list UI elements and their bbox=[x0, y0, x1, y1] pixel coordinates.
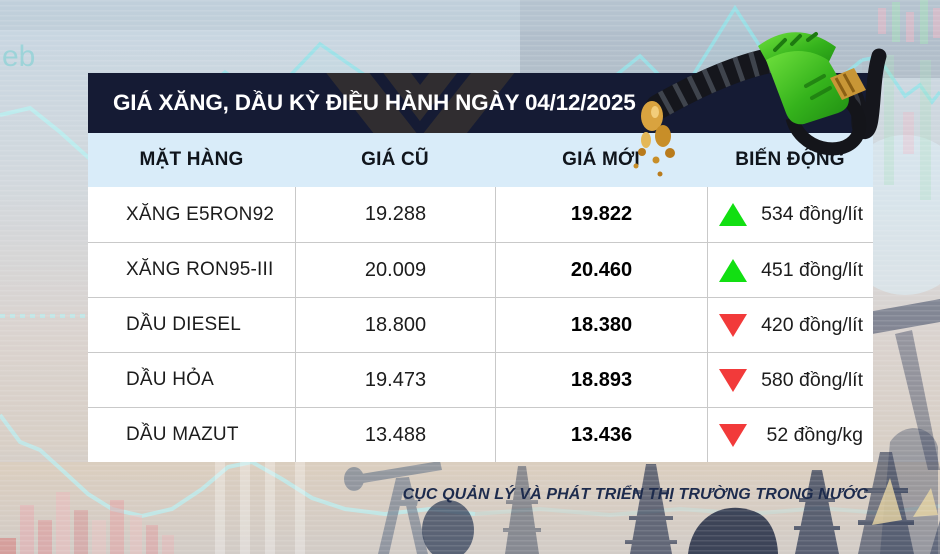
product-name: DẦU HỎA bbox=[126, 369, 214, 390]
header-gia-moi: GIÁ MỚI bbox=[562, 149, 640, 170]
old-price: 19.288 bbox=[295, 187, 495, 242]
v-logo-watermark bbox=[326, 73, 515, 133]
up-triangle-icon bbox=[719, 258, 747, 282]
oil-derrick-silhouettes bbox=[344, 299, 940, 554]
down-triangle-icon bbox=[719, 423, 747, 447]
product-name: DẦU DIESEL bbox=[126, 314, 241, 335]
product-name: XĂNG RON95-III bbox=[126, 259, 274, 280]
candlestick-bars-right bbox=[878, 0, 940, 200]
source-attribution: CỤC QUẢN LÝ VÀ PHÁT TRIỂN THỊ TRƯỜNG TRO… bbox=[402, 486, 868, 503]
down-triangle-icon bbox=[719, 368, 747, 392]
table-body: XĂNG E5RON92 19.288 19.822 534 đồng/lít … bbox=[88, 187, 873, 462]
up-triangle-icon bbox=[719, 203, 747, 226]
page-title: GIÁ XĂNG, DẦU KỲ ĐIỀU HÀNH NGÀY 04/12/20… bbox=[113, 90, 636, 115]
product-name: DẦU MAZUT bbox=[126, 424, 239, 445]
new-price: 18.380 bbox=[495, 298, 707, 352]
price-change: 534 đồng/lít bbox=[707, 187, 873, 242]
price-change: 451 đồng/lít bbox=[707, 243, 873, 297]
price-change: 580 đồng/lít bbox=[707, 353, 873, 407]
new-price: 13.436 bbox=[495, 408, 707, 462]
product-name: XĂNG E5RON92 bbox=[126, 203, 275, 225]
old-price: 19.473 bbox=[295, 353, 495, 407]
price-change: 420 đồng/lít bbox=[707, 298, 873, 352]
change-amount: 52 đồng/kg bbox=[766, 423, 863, 446]
change-amount: 580 đồng/lít bbox=[761, 368, 863, 391]
table-row: XĂNG RON95-III 20.009 20.460 451 đồng/lí… bbox=[88, 242, 873, 297]
price-table-panel: GIÁ XĂNG, DẦU KỲ ĐIỀU HÀNH NGÀY 04/12/20… bbox=[88, 73, 873, 462]
change-amount: 534 đồng/lít bbox=[761, 203, 863, 225]
table-row: DẦU DIESEL 18.800 18.380 420 đồng/lít bbox=[88, 297, 873, 352]
table-row: XĂNG E5RON92 19.288 19.822 534 đồng/lít bbox=[88, 187, 873, 242]
old-price: 20.009 bbox=[295, 243, 495, 297]
header-mat-hang: MẶT HÀNG bbox=[139, 149, 244, 170]
new-price: 19.822 bbox=[495, 187, 707, 242]
stock-chart-line-bottom bbox=[0, 413, 476, 519]
down-triangle-icon bbox=[719, 313, 747, 337]
candlestick-bars-left bbox=[0, 492, 174, 554]
ghost-bars bbox=[215, 430, 305, 554]
old-price: 18.800 bbox=[295, 298, 495, 352]
table-row: DẦU HỎA 19.473 18.893 580 đồng/lít bbox=[88, 352, 873, 407]
new-price: 18.893 bbox=[495, 353, 707, 407]
header-gia-cu: GIÁ CŨ bbox=[361, 149, 429, 170]
chart-axis-label: eb bbox=[2, 40, 36, 73]
price-change: 52 đồng/kg bbox=[707, 408, 873, 462]
header-bien-dong: BIẾN ĐỘNG bbox=[735, 149, 845, 170]
old-price: 13.488 bbox=[295, 408, 495, 462]
table-row: DẦU MAZUT 13.488 13.436 52 đồng/kg bbox=[88, 407, 873, 462]
change-amount: 420 đồng/lít bbox=[761, 313, 863, 336]
new-price: 20.460 bbox=[495, 243, 707, 297]
title-banner: GIÁ XĂNG, DẦU KỲ ĐIỀU HÀNH NGÀY 04/12/20… bbox=[88, 73, 873, 133]
table-header-row: MẶT HÀNG GIÁ CŨ GIÁ MỚI BIẾN ĐỘNG bbox=[88, 133, 873, 187]
change-amount: 451 đồng/lít bbox=[761, 258, 863, 281]
